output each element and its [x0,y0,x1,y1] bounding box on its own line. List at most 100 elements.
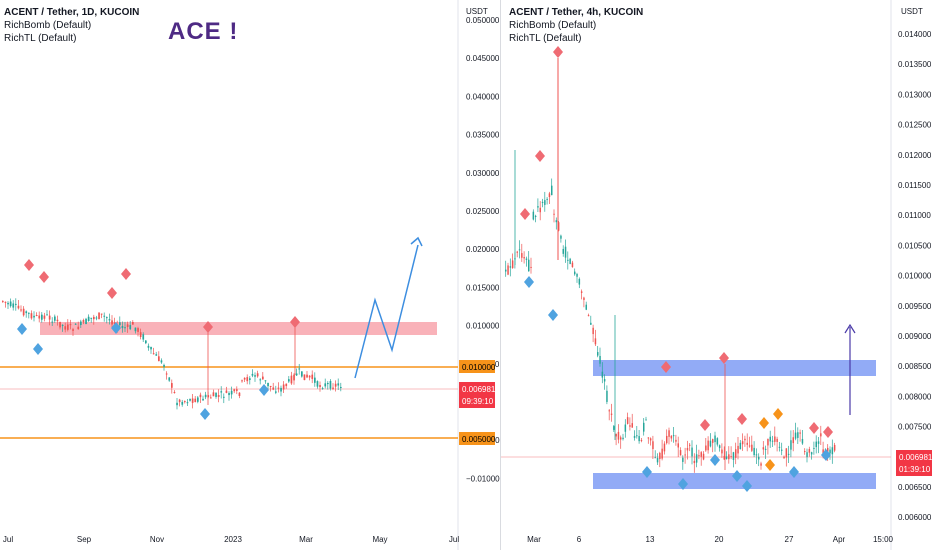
candle-body [783,456,785,459]
candle-body [633,435,636,438]
candle-body [555,220,558,223]
candle-body [54,316,56,321]
daily-chart-pane[interactable]: USDT 0.050000 0.045000 0.040000 0.035000 0.03… [0,0,500,550]
candle-body [165,373,168,375]
x-tick-label: May [372,535,387,544]
candle-body [767,438,769,446]
indicator-richtl-label[interactable]: RichTL (Default) [4,33,77,44]
x-tick-label: 6 [577,535,582,544]
y-tick-label: 0.025000 [466,207,500,216]
candle-body [334,383,337,387]
candle-body [56,319,59,322]
candle-body [272,387,275,390]
candle-body [705,445,707,451]
candle-body [228,392,230,396]
candle-body [186,402,189,404]
candle-body [72,329,74,331]
sell-signal-marker [290,316,300,328]
candle-body [61,324,64,326]
candle-body [33,315,35,318]
candle-body [654,457,656,459]
candle-body [241,380,243,382]
candle-body [173,392,176,394]
candle-body [176,402,178,406]
candle-body [606,390,608,402]
candle-body [567,259,569,261]
candle-body [599,355,601,364]
projection-arrowhead [410,236,423,247]
candle-body [145,340,147,344]
candle-body [771,440,774,442]
y-tick-label: −0.010000 [466,474,500,483]
candle-body [716,438,719,445]
candle-body [113,322,116,325]
y-tick-label: 0.050000 [466,16,500,25]
candle-body [505,269,507,272]
y-tick-label: 0.012000 [898,151,932,160]
candle-body [663,443,666,452]
candle-body [337,383,340,386]
candle-body [64,326,67,330]
indicator-richbomb-label[interactable]: RichBomb (Default) [509,20,597,31]
candle-body [608,410,610,412]
x-tick-label: Mar [299,535,313,544]
candle-body [781,449,783,451]
sell-signal-marker [39,271,49,283]
y-tick-label: 0.011000 [898,211,931,220]
candle-body [753,447,755,456]
candle-body [142,334,145,340]
candle-body [254,375,256,377]
candle-body [702,453,705,460]
buy-signal-marker [642,466,652,478]
candle-body [675,439,677,442]
candle-body [574,271,576,275]
projection-arrowhead [844,323,856,334]
candle-body [691,447,693,457]
candle-body [601,371,604,378]
four-hour-chart-pane[interactable]: USDT 0.014000 0.013500 0.013000 0.012500 0.01… [500,0,932,550]
sell-signal-marker [520,208,530,220]
candle-body [537,206,539,208]
x-tick-label: 27 [785,535,794,544]
candle-body [82,319,85,323]
candle-body [769,436,771,442]
candle-body [25,311,28,314]
y-tick-label: 0.030000 [466,169,500,178]
candle-body [319,385,321,388]
candle-body [124,327,126,329]
x-tick-label: 2023 [224,535,242,544]
x-tick-label: Nov [150,535,164,544]
candle-body [306,374,308,378]
candle-body [682,457,684,462]
indicator-richbomb-label[interactable]: RichBomb (Default) [4,20,92,31]
candle-body [603,379,606,382]
candle-body [741,441,744,445]
candle-body [220,391,223,393]
candle-body [212,392,215,397]
sell-signal-marker [535,150,545,162]
level-tag-lower [459,432,495,445]
candle-body [548,193,551,197]
candle-body [121,325,124,329]
candle-body [269,385,272,387]
candle-body [576,273,578,277]
y-tick-label: 0.008500 [898,362,932,371]
daily-symbol-title: ACENT / Tether, 1D, KUCOIN [4,7,140,18]
y-tick-label: 0.012500 [898,121,932,130]
candle-body [243,377,246,380]
buy-signal-marker [17,323,27,335]
candle-body [541,201,544,203]
candle-body [528,259,530,272]
candle-body [679,450,682,456]
candle-body [530,266,532,268]
candle-body [799,432,801,434]
candle-body [659,452,661,460]
indicator-richtl-label[interactable]: RichTL (Default) [509,33,582,44]
candle-body [622,437,624,440]
four-hour-chart-canvas[interactable]: USDT 0.014000 0.013500 0.013000 0.012500 0.01… [501,0,932,550]
candle-body [583,297,585,300]
candle-body [744,438,746,441]
candle-body [804,451,806,453]
sell-signal-marker [661,361,671,373]
